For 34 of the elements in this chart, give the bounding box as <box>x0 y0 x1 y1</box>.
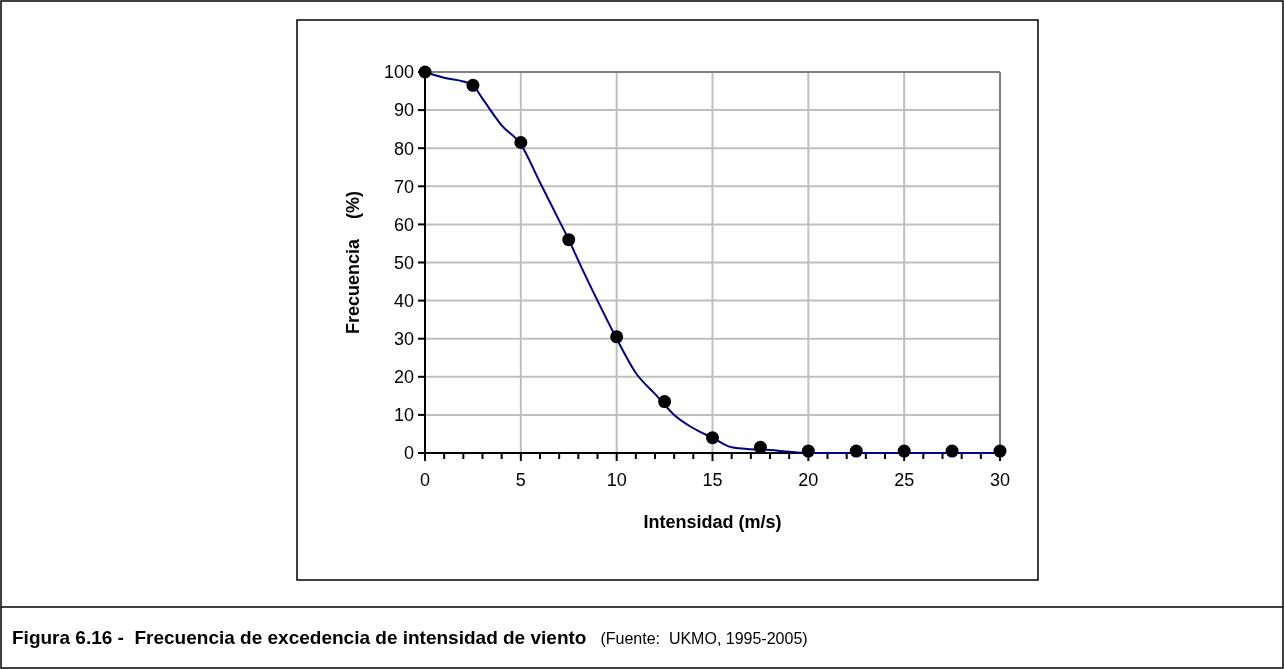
y-axis-title: Frecuencia (%) <box>343 190 363 335</box>
y-tick-label: 80 <box>393 138 414 159</box>
point <box>658 395 672 409</box>
y-tick-label: 30 <box>393 329 414 349</box>
point <box>897 444 911 458</box>
point <box>610 330 624 344</box>
y-tick-label: 40 <box>393 290 414 311</box>
y-tick-label: 90 <box>393 100 414 121</box>
x-tick-label: 5 <box>515 470 526 490</box>
point <box>945 444 959 458</box>
point <box>562 233 576 247</box>
point <box>849 444 863 458</box>
y-tick-label: 70 <box>393 176 414 197</box>
x-tick-label: 15 <box>702 470 723 490</box>
y-tick-label: 100 <box>383 62 414 83</box>
x-tick-label: 30 <box>989 470 1011 490</box>
point <box>753 440 767 454</box>
y-tick-label: 20 <box>393 367 414 388</box>
point <box>993 444 1007 458</box>
y-tick-label: 10 <box>393 405 414 426</box>
x-tick-label: 10 <box>606 470 627 490</box>
y-tick-label: 60 <box>393 214 414 235</box>
point <box>801 444 815 458</box>
y-tick-label: 0 <box>403 443 414 464</box>
point <box>706 431 719 445</box>
x-tick-label: 0 <box>419 470 431 490</box>
text: (Fuente: UKMO, 1995-2005) <box>600 630 808 647</box>
x-tick-label: 25 <box>894 470 915 490</box>
text: Figura 6.16 - Frecuencia de excedencia de intensidad de viento <box>12 627 587 648</box>
x-tick-label: 20 <box>798 470 819 490</box>
y-tick-label: 50 <box>393 252 414 273</box>
point <box>466 78 480 92</box>
point <box>514 135 528 149</box>
x-axis-title: Intensidad (m/s) <box>643 512 782 532</box>
